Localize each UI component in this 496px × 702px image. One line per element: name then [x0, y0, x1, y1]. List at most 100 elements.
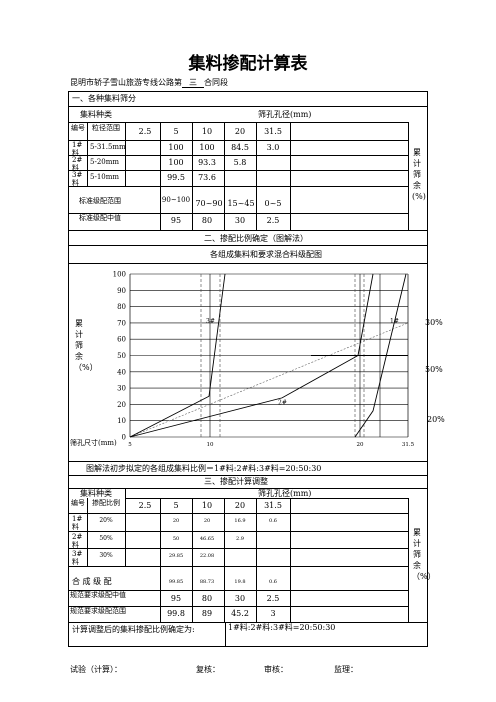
- s1-row1-no: 1#料: [72, 141, 83, 157]
- series-2-line: [129, 273, 374, 438]
- ytick-label-0: 0: [122, 434, 126, 442]
- s3-mix-31: 0.6: [269, 579, 277, 585]
- s3-row2-v10: 46.65: [199, 536, 215, 542]
- s3-row3-v5: 29.85: [168, 553, 184, 559]
- footer-test: 试验（计算）：: [70, 665, 122, 674]
- s1-row3-range: 5-10mm: [90, 173, 120, 181]
- section2-heading: 二、掺配比例确定（图解法）: [204, 234, 308, 243]
- xtick-label-10: 10: [207, 442, 214, 448]
- s3-mid-label: 规范要求级配中值: [70, 591, 126, 599]
- xtick-label-5: 5: [128, 442, 132, 448]
- ytick-label-70: 70: [117, 319, 126, 327]
- s3-row1-v31: 0.6: [269, 518, 277, 524]
- s3-size-3: 10: [201, 501, 213, 510]
- ytick-label-10: 10: [117, 417, 126, 425]
- section-number: 三: [182, 79, 204, 88]
- s3-range-5: 99.8: [167, 609, 185, 618]
- s1-row1-v5: 100: [168, 143, 184, 152]
- s3-row3-no: 3#料: [72, 550, 83, 566]
- target-gradation-line: [129, 322, 409, 438]
- s1-row2-v5: 100: [168, 158, 184, 167]
- s3-col-sieve: 筛孔孔径(mm): [258, 489, 312, 498]
- ytick-label-80: 80: [117, 303, 126, 311]
- ytick-label-60: 60: [117, 336, 126, 344]
- s3-range-10: 89: [201, 609, 213, 618]
- s1-spec-mid-10: 80: [201, 216, 213, 225]
- chart-xlabel: 筛孔尺寸(mm): [70, 439, 117, 447]
- s3-row3-ratio: 30%: [99, 552, 113, 559]
- s1-row3-v10: 73.6: [198, 173, 216, 182]
- s1-side-label: 累计筛余(%): [412, 148, 426, 201]
- series-label-2: 1#: [390, 318, 399, 325]
- s1-col-sieve: 筛孔孔径(mm): [258, 110, 312, 119]
- ytick-label-40: 40: [117, 368, 126, 376]
- page-title: 集料掺配计算表: [188, 54, 308, 74]
- s1-row2-v10: 93.3: [198, 158, 216, 167]
- project-subtitle: 昆明市轿子雪山旅游专线公路第三合同段: [70, 79, 228, 88]
- s3-mid-5: 95: [170, 594, 182, 603]
- s3-mix-10: 88.73: [199, 579, 215, 585]
- s3-mid-31: 2.5: [266, 594, 280, 603]
- s3-row1-no: 1#料: [72, 515, 83, 531]
- series-label-1: 2#: [278, 399, 287, 406]
- s1-spec-mid-5: 95: [170, 216, 182, 225]
- s3-size-2: 5: [173, 501, 179, 510]
- s3-range-label: 规范要求级配范围: [70, 607, 126, 615]
- ytick-label-30: 30: [117, 385, 126, 393]
- s1-row1-range: 5-31.5mm: [90, 143, 126, 151]
- s3-final-value: 1#料:2#料:3#料=20:50:30: [228, 623, 336, 632]
- footer-review: 复核：: [196, 665, 220, 674]
- s1-spec-range-20: 15~45: [227, 199, 255, 208]
- s1-spec-mid-31: 2.5: [266, 216, 280, 225]
- s3-col-type: 集料种类: [80, 489, 112, 498]
- section1-heading: 一、各种集料筛分: [72, 94, 136, 103]
- s1-row1-v20: 84.5: [231, 143, 249, 152]
- s3-row1-v10: 20: [203, 518, 211, 524]
- s3-range-20: 45.2: [231, 609, 249, 618]
- s1-size-2: 5: [173, 127, 179, 136]
- pct-50: 50%: [425, 365, 443, 374]
- s3-row2-no: 2#料: [72, 533, 83, 549]
- s1-row1-v10: 100: [199, 143, 215, 152]
- s3-mix-20: 19.8: [234, 579, 246, 585]
- s3-col-ratio: 掺配比例: [92, 499, 120, 507]
- chart-title: 各组成集料和要求混合料级配图: [210, 250, 322, 259]
- s1-row3-v5: 99.5: [167, 173, 185, 182]
- xtick-label-20: 20: [357, 442, 364, 448]
- series-label-0: 3#: [206, 318, 215, 325]
- s1-col-no: 编号: [71, 124, 85, 132]
- subtitle-suffix: 合同段: [204, 78, 228, 87]
- pct-30: 30%: [425, 318, 443, 327]
- s3-row3-v10: 22.08: [199, 553, 215, 559]
- section3-heading: 三、掺配计算调整: [204, 477, 268, 486]
- s1-col-type: 集料种类: [80, 110, 112, 119]
- s1-row2-range: 5-20mm: [90, 158, 120, 166]
- s1-size-1: 2.5: [138, 127, 152, 136]
- s3-row1-ratio: 20%: [99, 517, 113, 524]
- s3-row2-v20: 2.9: [236, 536, 244, 542]
- chart-series: [129, 273, 408, 438]
- s3-mid-10: 80: [201, 594, 213, 603]
- s3-row1-v5: 20: [172, 518, 180, 524]
- s1-row3-no: 3#料: [72, 171, 83, 187]
- s3-row2-ratio: 50%: [99, 535, 113, 542]
- s3-mix-label: 合 成 级 配: [72, 577, 112, 586]
- s1-size-5: 31.5: [264, 127, 282, 136]
- s3-mid-20: 30: [234, 594, 246, 603]
- s3-range-31: 3: [270, 609, 276, 618]
- ytick-label-20: 20: [117, 401, 126, 409]
- pct-20: 20%: [427, 415, 445, 424]
- s1-col-range: 粒径范围: [92, 124, 120, 132]
- footer-supervisor: 监理：: [334, 665, 358, 674]
- s3-row1-v20: 16.9: [234, 518, 246, 524]
- ytick-label-90: 90: [117, 287, 126, 295]
- s1-spec-mid-label: 标准级配中值: [79, 214, 121, 222]
- s1-row2-no: 2#料: [72, 156, 83, 172]
- chart-conclusion: 图解法初步拟定的各组成集料比例＝1#料:2#料:3#料=20:50:30: [86, 464, 322, 473]
- s1-spec-range-31: 0~5: [264, 199, 282, 208]
- series-1-line: [354, 273, 407, 438]
- subtitle-prefix: 昆明市轿子雪山旅游专线公路第: [70, 78, 182, 87]
- s1-spec-range-5: 90~100: [161, 196, 191, 204]
- s1-row2-v20: 5.8: [233, 158, 247, 167]
